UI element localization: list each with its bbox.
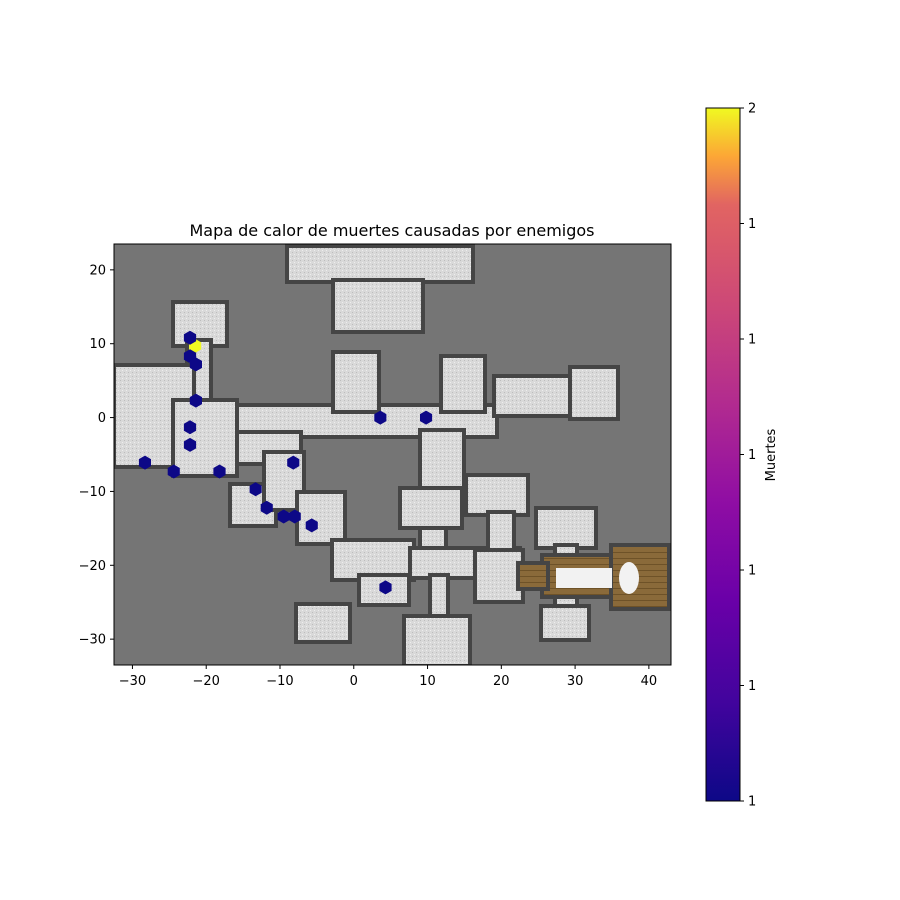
chart-title: Mapa de calor de muertes causadas por en… [189,221,594,240]
hexbin-cell [287,455,300,470]
hexbin-cell [189,357,202,372]
plot-area [114,244,671,665]
y-axis: −30 −20 −10 0 10 20 [79,263,114,648]
hexbin-layer [138,330,433,595]
x-tick-label: 30 [567,674,584,689]
colorbar: 1 1 1 1 1 1 2 Muertes [705,102,779,810]
hexbin-cell [260,500,273,515]
hexbin-cell [374,410,387,425]
colorbar-tick-label: 1 [748,795,756,810]
y-tick-label: −30 [79,633,106,648]
hexbin-cell [183,420,197,435]
y-tick-label: −20 [79,559,106,574]
colorbar-tick-label: 1 [748,564,756,579]
hexbin-cell [189,393,202,408]
plot-frame [113,243,672,666]
colorbar-label: Muertes [764,428,779,481]
colorbar-tick-label: 1 [748,217,756,232]
x-tick-label: −10 [266,674,293,689]
colorbar-tick-label: 1 [748,333,756,348]
y-tick-label: 20 [89,263,106,278]
hexbin-cell [167,464,180,479]
hexbin-cell [213,464,226,479]
hexbin-cell [379,580,392,595]
hexbin-cell [305,518,318,533]
x-tick-label: 20 [493,674,510,689]
hexbin-cell [249,482,262,497]
y-tick-label: 10 [89,337,106,352]
x-tick-label: −20 [192,674,219,689]
colorbar-tick-label: 1 [748,448,756,463]
x-tick-label: 40 [641,674,658,689]
colorbar-tick-label: 2 [748,102,756,117]
colorbar-gradient [705,107,741,802]
colorbar-ticks: 1 1 1 1 1 1 2 [740,102,756,810]
dungeon-map [114,244,671,665]
hexbin-cell [420,410,433,425]
hexbin-cell [183,437,197,452]
x-tick-label: −30 [119,674,146,689]
y-tick-label: 0 [98,411,106,426]
y-tick-label: −10 [79,485,106,500]
colorbar-tick-label: 1 [748,679,756,694]
hexbin-cell [138,455,151,470]
x-axis: −30 −20 −10 0 10 20 30 40 [119,665,657,689]
hexbin-cell [183,330,197,345]
hexbin-cell [277,509,290,524]
x-tick-label: 10 [419,674,436,689]
hexbin-cell [288,509,301,524]
x-tick-label: 0 [350,674,358,689]
